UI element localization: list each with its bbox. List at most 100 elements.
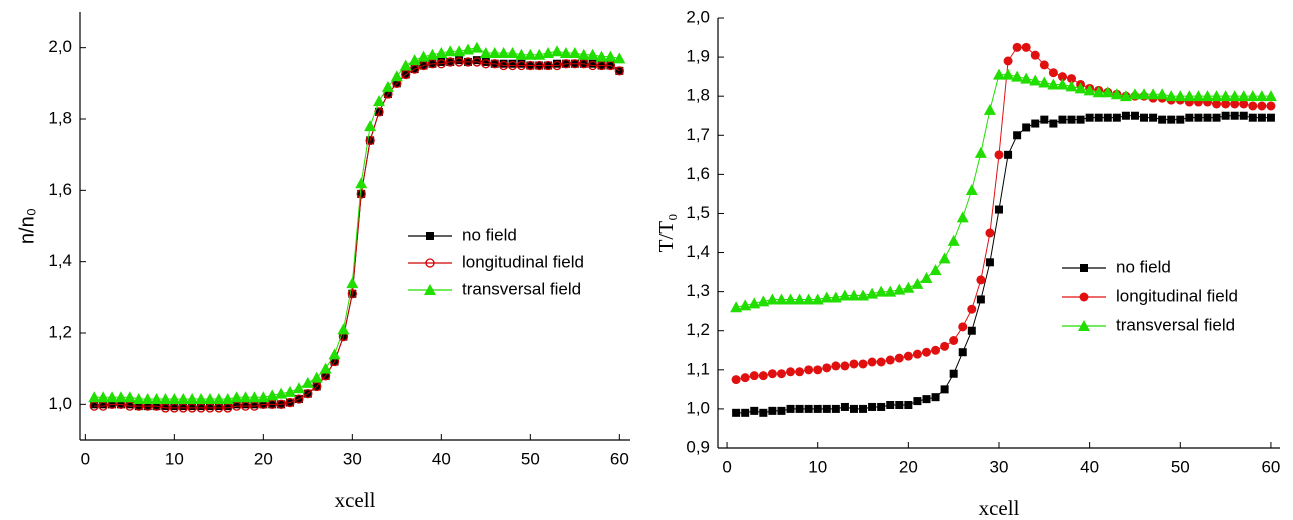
marker bbox=[965, 184, 978, 195]
marker bbox=[114, 391, 127, 403]
marker bbox=[1119, 90, 1132, 102]
marker bbox=[399, 59, 412, 71]
x-axis-label: xcell bbox=[979, 496, 1020, 520]
marker bbox=[1128, 88, 1141, 100]
marker bbox=[161, 402, 170, 411]
marker bbox=[1057, 72, 1067, 82]
marker bbox=[1076, 115, 1085, 124]
marker bbox=[1012, 42, 1022, 52]
marker bbox=[931, 393, 940, 402]
marker bbox=[1013, 131, 1022, 140]
marker bbox=[613, 52, 626, 64]
marker bbox=[498, 60, 509, 71]
marker bbox=[106, 391, 119, 403]
marker bbox=[197, 402, 206, 411]
y-tick-label: 1,5 bbox=[686, 203, 710, 222]
marker bbox=[1237, 90, 1250, 102]
marker bbox=[893, 283, 906, 295]
marker bbox=[859, 404, 868, 413]
marker bbox=[921, 347, 931, 357]
marker bbox=[559, 47, 572, 59]
x-tick-label: 10 bbox=[808, 457, 827, 476]
marker bbox=[795, 367, 805, 377]
marker bbox=[223, 402, 232, 411]
marker bbox=[1112, 113, 1121, 122]
marker bbox=[913, 397, 922, 406]
marker bbox=[877, 402, 886, 411]
marker bbox=[453, 45, 466, 57]
marker bbox=[141, 392, 154, 404]
marker bbox=[1083, 84, 1096, 96]
marker bbox=[866, 287, 879, 299]
marker bbox=[1201, 90, 1214, 102]
marker bbox=[1074, 82, 1087, 94]
marker bbox=[757, 295, 770, 307]
marker bbox=[1038, 76, 1051, 88]
marker bbox=[811, 293, 824, 305]
marker bbox=[285, 397, 295, 408]
marker bbox=[1230, 99, 1240, 109]
marker bbox=[1085, 113, 1094, 122]
marker bbox=[292, 382, 305, 394]
marker bbox=[248, 391, 261, 403]
marker bbox=[1239, 111, 1248, 120]
legend-label: transversal field bbox=[1116, 315, 1235, 334]
marker bbox=[365, 135, 375, 146]
marker bbox=[1248, 101, 1258, 111]
marker bbox=[1246, 90, 1259, 102]
marker bbox=[732, 408, 741, 417]
marker bbox=[568, 47, 581, 59]
marker bbox=[390, 70, 403, 82]
marker bbox=[956, 211, 969, 223]
marker bbox=[373, 95, 386, 107]
marker bbox=[1029, 74, 1042, 86]
marker bbox=[534, 60, 544, 71]
marker bbox=[481, 59, 491, 69]
x-tick-label: 50 bbox=[1171, 457, 1190, 476]
marker bbox=[319, 362, 332, 374]
x-tick-label: 0 bbox=[81, 449, 90, 468]
marker bbox=[967, 304, 977, 314]
legend-marker bbox=[426, 232, 434, 240]
marker bbox=[355, 177, 368, 189]
marker bbox=[784, 293, 797, 305]
y-axis-label: T/T₀ bbox=[654, 214, 678, 253]
marker bbox=[857, 289, 870, 301]
legend-marker bbox=[425, 258, 435, 268]
marker bbox=[508, 59, 517, 68]
marker bbox=[1067, 74, 1077, 84]
marker bbox=[885, 355, 895, 365]
series-line bbox=[94, 47, 620, 400]
marker bbox=[868, 402, 877, 411]
marker bbox=[1011, 70, 1024, 82]
plot-frame bbox=[718, 18, 1280, 448]
marker bbox=[426, 48, 439, 60]
marker bbox=[940, 341, 950, 351]
marker bbox=[813, 404, 822, 413]
marker bbox=[1101, 86, 1114, 98]
y-tick-label: 1,0 bbox=[686, 398, 710, 417]
y-tick-label: 1,7 bbox=[686, 125, 710, 144]
marker bbox=[838, 289, 851, 301]
marker bbox=[408, 54, 421, 66]
x-tick-label: 10 bbox=[165, 449, 184, 468]
marker bbox=[455, 56, 464, 65]
x-tick-label: 20 bbox=[899, 457, 918, 476]
y-tick-label: 1,6 bbox=[48, 180, 72, 199]
legend-marker bbox=[1078, 320, 1090, 331]
marker bbox=[177, 392, 190, 404]
marker bbox=[1056, 78, 1069, 90]
marker bbox=[929, 264, 942, 276]
marker bbox=[730, 301, 743, 313]
marker bbox=[1156, 88, 1169, 100]
marker bbox=[479, 47, 492, 59]
legend-label: longitudinal field bbox=[1116, 286, 1238, 305]
marker bbox=[829, 291, 842, 303]
marker bbox=[250, 400, 259, 409]
marker bbox=[1228, 90, 1241, 102]
marker bbox=[284, 385, 297, 397]
marker bbox=[499, 59, 508, 68]
marker bbox=[615, 66, 624, 75]
marker bbox=[170, 402, 179, 411]
